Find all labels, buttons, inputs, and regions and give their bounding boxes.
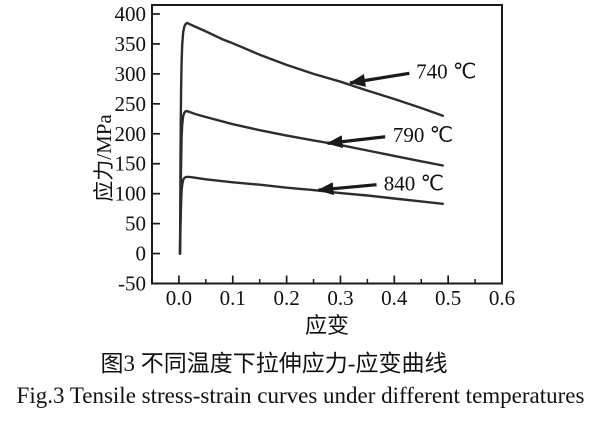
x-tick-label: 0.3	[327, 286, 353, 310]
plot-frame	[151, 4, 503, 285]
annotation-arrow-740	[349, 71, 410, 87]
figure-caption-english: Fig.3 Tensile stress-strain curves under…	[16, 383, 585, 408]
y-tick-label: 50	[125, 212, 146, 236]
y-tick-label: 300	[115, 62, 147, 86]
stress-strain-chart: 0.0 0.1 0.2 0.3 0.4 0.5 0.6 -50 0 50 100 150 200 250 3…	[115, 2, 516, 310]
y-tick-label: -50	[118, 272, 146, 296]
annotation-label-790: 790 ℃	[393, 123, 453, 147]
curve-840	[178, 175, 444, 255]
x-tick-label: 0.4	[381, 286, 408, 310]
figure-caption-chinese: 图3 不同温度下拉伸应力-应变曲线	[100, 351, 448, 376]
x-tick-label: 0.5	[435, 286, 461, 310]
x-tick-label: 0.6	[489, 286, 515, 310]
x-axis-title: 应变	[304, 313, 349, 338]
y-tick-label: 400	[115, 2, 147, 26]
annotation-label-740: 740 ℃	[416, 59, 476, 83]
curve-790	[178, 109, 444, 255]
y-tick-label: 200	[115, 122, 147, 146]
y-tick-label: 250	[115, 92, 147, 116]
annotation-arrow-790	[326, 135, 386, 149]
y-tick-label: 100	[115, 182, 147, 206]
y-axis-title: 应力/MPa	[92, 114, 116, 202]
curve-740	[178, 21, 444, 255]
annotation-label-840: 840 ℃	[384, 171, 444, 195]
y-tick-label: 350	[115, 32, 147, 56]
y-tick-label: 0	[136, 242, 147, 266]
x-tick-label: 0.1	[220, 286, 246, 310]
annotation-arrow-840	[317, 182, 377, 196]
x-tick-label: 0.2	[273, 286, 299, 310]
y-tick-label: 150	[115, 152, 147, 176]
x-tick-label: 0.0	[166, 286, 192, 310]
